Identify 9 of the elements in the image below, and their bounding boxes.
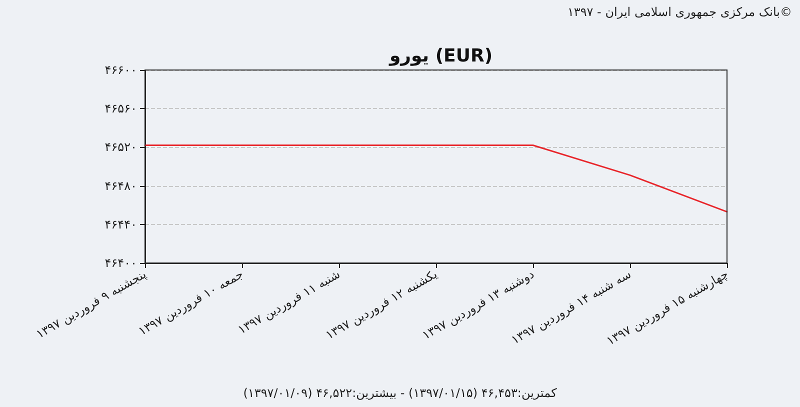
y-tick-label: ۴۶۵۶۰ — [104, 102, 137, 116]
y-tick-label: ۴۶۴۰۰ — [104, 256, 137, 270]
y-tick-label: ۴۶۴۸۰ — [104, 178, 137, 193]
chart-title: یورو (EUR) — [388, 46, 493, 66]
text: کمترین:۴۶,۴۵۳ (۱۳۹۷/۰۱/۱۵) - بیشترین:۴۶,۵۲۲ (۱۳۹۷/۰۱/۰۹) — [243, 386, 558, 400]
text: بانک مرکزی جمهوری اسلامی ایران - ۱۳۹۷© — [567, 5, 792, 19]
y-tick-label: ۴۶۶۰۰ — [104, 63, 137, 77]
y-tick-label: ۴۶۵۲۰ — [104, 140, 137, 154]
y-tick-label: ۴۶۴۴۰ — [104, 217, 137, 232]
